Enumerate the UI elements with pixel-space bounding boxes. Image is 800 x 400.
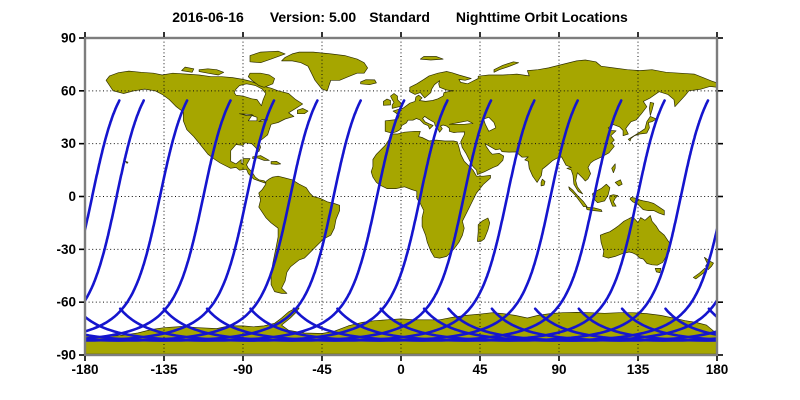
title-mode: Standard — [369, 9, 430, 25]
orbit-track-14 — [379, 99, 710, 342]
landmass-ireland — [383, 98, 391, 106]
landmass-ellesmere — [249, 50, 286, 64]
landmass-japan — [627, 116, 657, 142]
landmass-hispaniola — [270, 160, 282, 165]
landmass-mindanao — [614, 179, 623, 187]
orbit-track-0 — [85, 99, 121, 236]
title-version: Version: 5.00 — [269, 9, 357, 25]
orbit-track-3 — [85, 99, 232, 340]
plot-frame — [83, 36, 719, 357]
y-tick-label: 0 — [68, 189, 76, 204]
title-name: Nighttime Orbit Locations — [455, 9, 628, 25]
landmass-madagascar — [477, 217, 491, 242]
x-tick-label: 135 — [627, 362, 650, 377]
x-tick-label: -45 — [312, 362, 332, 377]
y-tick-label: -30 — [56, 242, 76, 257]
orbit-track-1 — [85, 99, 145, 303]
y-tick-label: -90 — [56, 348, 76, 363]
landmass-sumatra — [568, 186, 588, 208]
orbit-tracks-layer — [85, 99, 717, 342]
landmass-newfoundland — [297, 108, 309, 115]
y-tick-label: -60 — [56, 295, 76, 310]
x-tick-label: -135 — [150, 362, 178, 377]
title-date: 2016-06-16 — [172, 9, 244, 25]
waterbody-hudson_bay — [233, 83, 267, 107]
x-tick-label: 0 — [397, 362, 405, 377]
x-tick-label: -180 — [71, 362, 98, 377]
landmass-eurasia — [384, 59, 717, 195]
landmass-iceland — [360, 79, 377, 86]
landmass-java — [585, 207, 603, 212]
y-tick-label: 30 — [61, 136, 76, 151]
waterbody-caspian_sea — [483, 116, 497, 132]
orbit-track-2 — [85, 99, 189, 333]
x-tick-label: 180 — [706, 362, 729, 377]
x-tick-label: 45 — [472, 362, 488, 377]
waterbody-great_lakes_center — [247, 115, 258, 122]
landmass-south_america — [258, 175, 340, 294]
y-tick-label: 60 — [61, 83, 76, 98]
plot-title: 2016-06-16 Version: 5.00 Standard Nightt… — [0, 9, 800, 25]
landmass-banks_island — [181, 66, 195, 73]
landmass-baffin — [247, 72, 275, 88]
landmass-sakhalin — [649, 101, 655, 116]
landmass-tasmania — [654, 268, 662, 273]
axis-ticks-layer: -180 -135 -90 -45 0 45 90 135 180 -90 -60 -30 0 30 60 9… — [56, 31, 728, 378]
landmass-greenland — [281, 51, 368, 92]
landmass-svalbard — [419, 56, 444, 61]
orbit-track-7 — [707, 307, 717, 319]
landmass-hawaii — [125, 160, 129, 164]
landmass-borneo — [592, 183, 611, 204]
landmass-novaya_zemlya — [493, 61, 519, 73]
landmass-victoria_island — [198, 68, 225, 76]
x-tick-label: 90 — [551, 362, 566, 377]
landmass-sulawesi — [609, 194, 619, 207]
landmass-luzon — [611, 163, 616, 174]
y-tick-label: 90 — [61, 31, 76, 46]
x-tick-label: -90 — [233, 362, 253, 377]
landmass-africa — [370, 130, 491, 259]
waterbody-black_sea — [448, 120, 474, 125]
landmass-sri_lanka — [540, 178, 546, 187]
